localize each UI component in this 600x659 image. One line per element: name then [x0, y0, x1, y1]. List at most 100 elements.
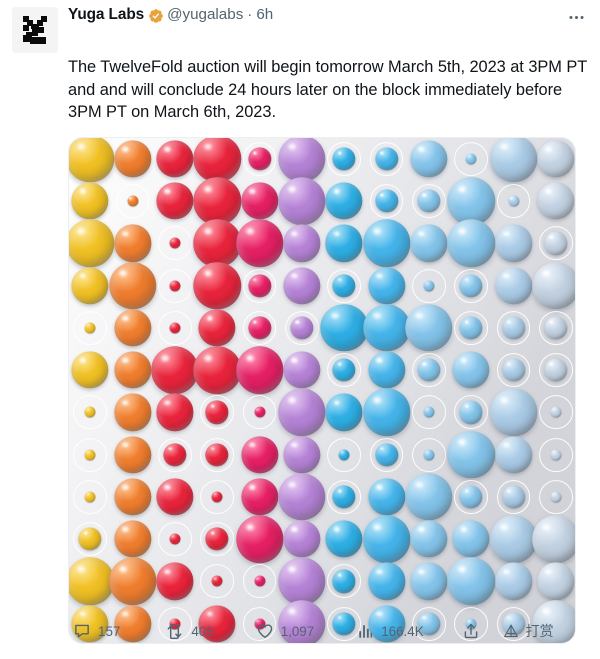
more-options-button[interactable]: [562, 6, 590, 28]
sphere: [254, 575, 265, 587]
sphere-specular: [542, 270, 550, 277]
sphere-specular: [500, 397, 508, 403]
sphere-specular: [545, 189, 552, 194]
sphere: [113, 393, 152, 432]
sphere: [127, 195, 138, 207]
sphere: [235, 515, 284, 563]
sphere-ring: [411, 184, 446, 219]
sphere-specular: [288, 566, 296, 572]
sphere: [494, 224, 533, 263]
sphere: [550, 406, 562, 418]
sphere: [537, 140, 575, 178]
sphere-specular: [119, 270, 127, 277]
sphere-specular: [256, 620, 259, 622]
sphere: [405, 304, 453, 352]
sphere-specular: [171, 239, 174, 242]
sphere-specular: [425, 451, 428, 453]
tip-button[interactable]: 打赏: [502, 621, 554, 641]
sphere: [108, 261, 157, 310]
sphere-specular: [164, 146, 171, 152]
sphere-specular: [552, 451, 555, 453]
sphere-specular: [418, 146, 425, 152]
sphere-specular: [171, 282, 174, 284]
sphere-specular: [503, 231, 509, 236]
heart-icon: [257, 624, 272, 639]
sphere-ring: [454, 606, 489, 641]
sphere: [367, 351, 406, 389]
sphere: [278, 599, 326, 643]
sphere: [367, 605, 406, 643]
sphere-specular: [500, 143, 508, 150]
sphere-specular: [87, 493, 89, 495]
timestamp[interactable]: 6h: [256, 6, 274, 23]
sphere: [283, 224, 321, 263]
sphere-specular: [373, 228, 381, 234]
sphere-specular: [458, 566, 466, 572]
reply-button[interactable]: 157: [73, 616, 120, 646]
sphere-specular: [458, 185, 466, 192]
sphere-specular: [507, 489, 511, 493]
views-button[interactable]: 166.4K: [357, 616, 424, 646]
sphere: [193, 137, 241, 183]
sphere-ring: [200, 564, 235, 599]
sphere-ring: [454, 310, 489, 345]
sphere-specular: [415, 481, 423, 488]
sphere: [494, 436, 533, 474]
sphere-specular: [206, 611, 213, 617]
sphere-ring: [242, 310, 277, 345]
sphere: [532, 261, 575, 310]
reply-icon: [75, 624, 89, 638]
share-button[interactable]: [462, 616, 480, 646]
sphere-specular: [249, 442, 255, 448]
sphere-ring: [157, 226, 192, 261]
sphere-specular: [545, 146, 552, 152]
sphere-specular: [337, 151, 342, 155]
sphere-specular: [500, 523, 508, 530]
yuga-labs-logo-icon: [12, 7, 58, 53]
sphere-specular: [204, 228, 212, 234]
sphere-specular: [552, 408, 555, 411]
sphere: [69, 219, 114, 268]
sphere-grid: [69, 137, 575, 643]
sphere: [113, 351, 152, 389]
sphere-ring: [242, 395, 277, 430]
sphere: [447, 219, 495, 268]
avatar[interactable]: [12, 7, 58, 53]
sphere-ring: [73, 437, 108, 472]
sphere-specular: [542, 608, 550, 615]
retweet-button[interactable]: 409: [165, 616, 214, 646]
sphere: [325, 224, 363, 263]
sphere-specular: [380, 151, 384, 155]
sphere-specular: [256, 408, 259, 411]
sphere: [156, 393, 194, 432]
sphere-specular: [510, 197, 513, 199]
sphere: [71, 605, 109, 643]
sphere-specular: [249, 484, 255, 490]
sphere-ring: [157, 522, 192, 557]
sphere: [169, 533, 181, 545]
like-button[interactable]: 1,097: [256, 616, 314, 646]
sphere-specular: [253, 320, 257, 324]
author-display-name[interactable]: Yuga Labs: [68, 6, 145, 23]
sphere-specular: [122, 146, 128, 152]
author-handle[interactable]: @yugalabs: [167, 6, 244, 23]
sphere-specular: [464, 320, 469, 324]
sphere-ring: [200, 479, 235, 514]
sphere: [410, 520, 448, 558]
sphere-ring: [538, 479, 573, 514]
sphere-specular: [291, 273, 298, 279]
sphere-specular: [122, 315, 128, 321]
sphere: [193, 219, 241, 268]
tweet-media[interactable]: [68, 136, 576, 644]
sphere-specular: [122, 484, 128, 490]
sphere: [198, 605, 236, 643]
sphere-specular: [246, 354, 254, 361]
sphere: [156, 182, 194, 220]
sphere: [452, 351, 490, 389]
sphere-specular: [214, 577, 216, 580]
action-bar: 157 409 1,097: [73, 615, 588, 647]
sphere-ring: [327, 353, 362, 388]
sphere-ring: [157, 606, 192, 641]
tip-label: 打赏: [525, 623, 554, 639]
